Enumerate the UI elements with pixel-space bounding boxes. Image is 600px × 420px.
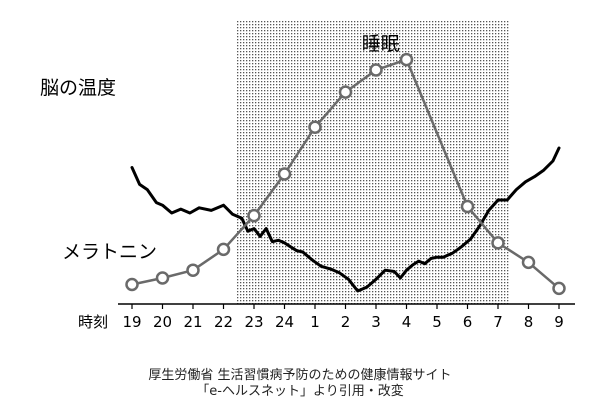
melatonin-point <box>552 281 566 296</box>
x-tick-label: 20 <box>153 313 172 331</box>
x-tick-label: 2 <box>341 313 351 331</box>
sleep-period-band <box>235 20 510 304</box>
x-tick-label: 1 <box>310 313 320 331</box>
x-tick-label: 23 <box>244 313 263 331</box>
x-tick-label: 8 <box>524 313 534 331</box>
x-tick-label: 21 <box>183 313 202 331</box>
melatonin-point <box>369 63 383 77</box>
melatonin-point <box>308 120 322 134</box>
x-tick-label: 5 <box>432 313 442 331</box>
x-tick-label: 4 <box>402 313 412 331</box>
melatonin-point <box>338 85 353 99</box>
melatonin-point <box>186 263 200 277</box>
melatonin-point <box>521 255 536 270</box>
x-tick-label: 3 <box>371 313 381 331</box>
brain-temperature-legend-label: 脳の温度 <box>40 77 116 99</box>
x-axis-ticks: 19 20 21 22 23 24 1 2 3 4 5 6 7 8 9 <box>122 304 564 331</box>
melatonin-points <box>125 52 566 296</box>
x-tick-label: 7 <box>493 313 503 331</box>
x-axis-label: 時刻 <box>78 313 108 331</box>
melatonin-point <box>277 167 292 181</box>
x-tick-label: 22 <box>214 313 233 331</box>
x-tick-label: 24 <box>275 313 294 331</box>
sleep-chart: 睡眠 19 20 21 22 23 24 1 2 3 4 5 6 7 8 9 時刻 脳の温度 メラトニン <box>40 20 575 331</box>
x-tick-label: 19 <box>122 313 141 331</box>
melatonin-point <box>125 277 139 292</box>
melatonin-point <box>216 242 231 257</box>
x-tick-label: 9 <box>554 313 564 331</box>
melatonin-point <box>399 52 414 67</box>
source-note-line-2: 「e-ヘルスネット」より引用・改変 <box>196 384 404 399</box>
melatonin-point <box>155 271 170 285</box>
sleep-band-label: 睡眠 <box>362 33 400 55</box>
melatonin-legend-label: メラトニン <box>62 241 157 263</box>
x-tick-label: 6 <box>463 313 473 331</box>
melatonin-point <box>491 236 505 250</box>
melatonin-point <box>460 199 475 214</box>
source-note-line-1: 厚生労働省 生活習慣病予防のための健康情報サイト <box>148 368 452 383</box>
melatonin-point <box>247 208 261 223</box>
